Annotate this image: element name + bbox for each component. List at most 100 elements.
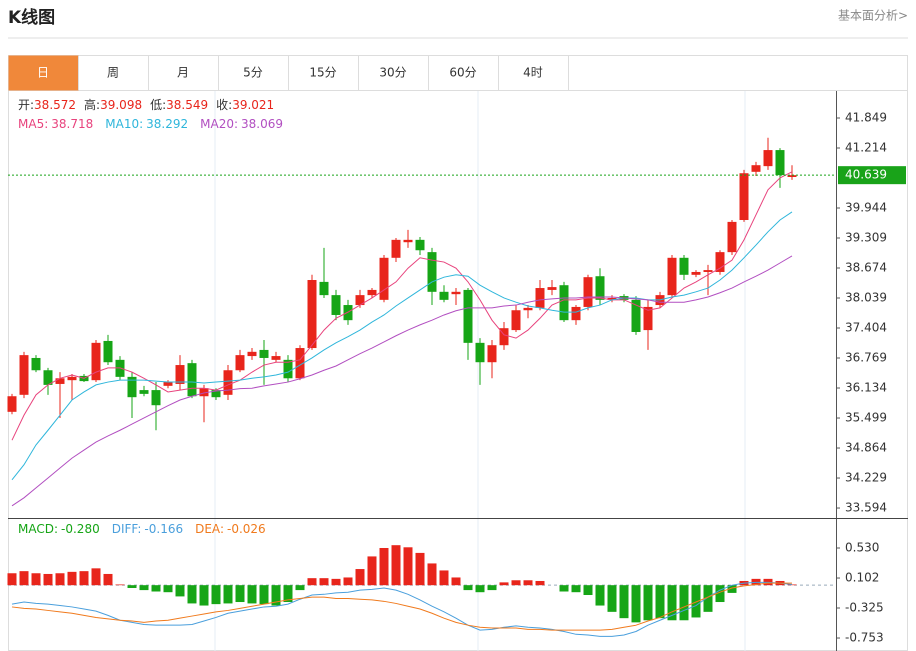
- tab[interactable]: 30分: [379, 66, 406, 80]
- tab[interactable]: 4时: [523, 66, 543, 80]
- candle-body: [283, 359, 293, 379]
- legend-name: DEA: [195, 522, 221, 536]
- candle-body: [367, 289, 377, 296]
- legend-separator: :: [54, 522, 58, 536]
- tab[interactable]: 周: [107, 66, 119, 80]
- candle-body: [439, 291, 449, 300]
- macd-legend: MACD: -0.280 DIFF: -0.166 DEA: -0.026: [18, 522, 266, 536]
- macd-bar: [103, 573, 113, 586]
- macd-bar: [691, 585, 701, 618]
- candle-body: [139, 390, 149, 394]
- macd-bar: [115, 584, 125, 586]
- candle-body: [547, 287, 557, 290]
- candle-body: [571, 306, 581, 321]
- ohlc-label: 低:: [150, 98, 166, 112]
- macd-bar: [403, 547, 413, 586]
- ma-line: [11, 171, 793, 441]
- legend-value: -0.166: [144, 522, 183, 536]
- macd-bar: [235, 585, 245, 603]
- macd-line: [11, 582, 792, 631]
- candle-body: [403, 239, 413, 243]
- macd-bar: [523, 580, 533, 586]
- macd-bar: [439, 570, 449, 586]
- macd-bar: [67, 571, 77, 586]
- legend-name: MA5: [18, 117, 44, 131]
- candle-body: [307, 280, 317, 349]
- legend-separator: :: [44, 117, 48, 131]
- candle-body: [391, 239, 401, 258]
- legend-name: MACD: [18, 522, 54, 536]
- candle-body: [763, 150, 773, 167]
- macd-line: [11, 581, 793, 637]
- macd-bar: [655, 585, 665, 619]
- macd-bar: [211, 585, 221, 605]
- candle-body: [7, 396, 17, 412]
- macd-bar: [259, 585, 269, 605]
- y-tick-label: 34.229: [845, 471, 887, 485]
- macd-bar: [43, 573, 53, 586]
- candle-body: [511, 310, 521, 331]
- candle-body: [127, 376, 137, 398]
- macd-bar: [91, 568, 101, 586]
- y-tick-label: 39.944: [845, 201, 887, 215]
- y-tick-label: -0.753: [845, 631, 884, 645]
- fundamental-link[interactable]: 基本面分析>: [838, 9, 908, 23]
- tab[interactable]: 5分: [243, 66, 263, 80]
- tab[interactable]: 月: [177, 66, 189, 80]
- candle-body: [631, 299, 641, 332]
- macd-bar: [271, 585, 281, 606]
- y-tick-label: 37.404: [845, 321, 887, 335]
- candle-body: [187, 363, 197, 397]
- tab[interactable]: 15分: [309, 66, 336, 80]
- macd-bar: [511, 580, 521, 586]
- macd-bar: [391, 545, 401, 586]
- legend-value: 38.292: [146, 117, 188, 131]
- ohlc-label: 收:: [216, 98, 232, 112]
- candle-body: [451, 291, 461, 295]
- ma-line: [11, 255, 793, 507]
- macd-bar: [355, 569, 365, 586]
- macd-bar: [715, 585, 725, 603]
- macd-bar: [31, 573, 41, 586]
- macd-bar: [247, 585, 257, 604]
- legend-separator: :: [139, 117, 143, 131]
- page-title: K线图: [8, 7, 55, 28]
- y-tick-label: 41.849: [845, 110, 887, 124]
- candle-body: [691, 271, 701, 275]
- candle-body: [211, 390, 221, 398]
- candle-body: [355, 295, 365, 306]
- macd-bar: [787, 584, 797, 586]
- candle-body: [235, 355, 245, 371]
- macd-bar: [295, 585, 305, 591]
- candle-body: [607, 297, 617, 300]
- candle-body: [31, 357, 41, 371]
- macd-bar: [583, 585, 593, 596]
- candle-body: [247, 351, 257, 357]
- legend-value: -0.026: [227, 522, 266, 536]
- tab-active-bg: [8, 55, 79, 91]
- macd-bar: [451, 577, 461, 586]
- candle-body: [559, 285, 569, 321]
- ohlc-value: 39.021: [232, 98, 274, 112]
- tab[interactable]: 60分: [449, 66, 476, 80]
- candle-body: [379, 257, 389, 300]
- ohlc-label: 开:: [18, 98, 34, 112]
- macd-bar: [79, 571, 89, 586]
- tab[interactable]: 日: [37, 66, 49, 80]
- macd-bar: [631, 585, 641, 623]
- candle-body: [487, 345, 497, 363]
- ohlc-legend: 开:38.572 高:39.098 低:38.549 收:39.021: [18, 97, 274, 112]
- legend-separator: :: [137, 522, 141, 536]
- candle-body: [715, 252, 725, 272]
- ohlc-value: 38.572: [34, 98, 76, 112]
- macd-bar: [187, 585, 197, 604]
- candle-body: [583, 277, 593, 307]
- candle-body: [331, 295, 341, 315]
- macd-bar: [427, 563, 437, 586]
- candle-body: [679, 257, 689, 275]
- candle-body: [775, 150, 785, 176]
- macd-bar: [367, 556, 377, 586]
- macd-bar: [163, 585, 173, 593]
- candle-body: [175, 365, 185, 384]
